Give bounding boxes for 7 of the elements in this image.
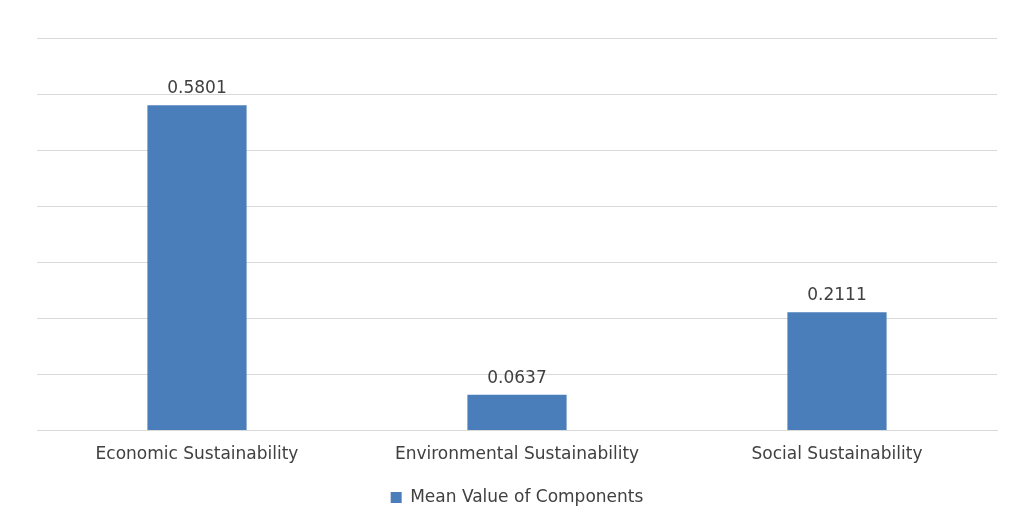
x-tick-label: Environmental Sustainability [394,443,640,464]
x-tick-label: Economic Sustainability [95,443,299,464]
x-tick-label: Social Sustainability [751,443,923,464]
data-label: 0.2111 [807,284,867,305]
data-label: 0.0637 [487,366,547,387]
data-label: 0.5801 [167,77,227,98]
legend-label: Mean Value of Components [410,485,644,506]
